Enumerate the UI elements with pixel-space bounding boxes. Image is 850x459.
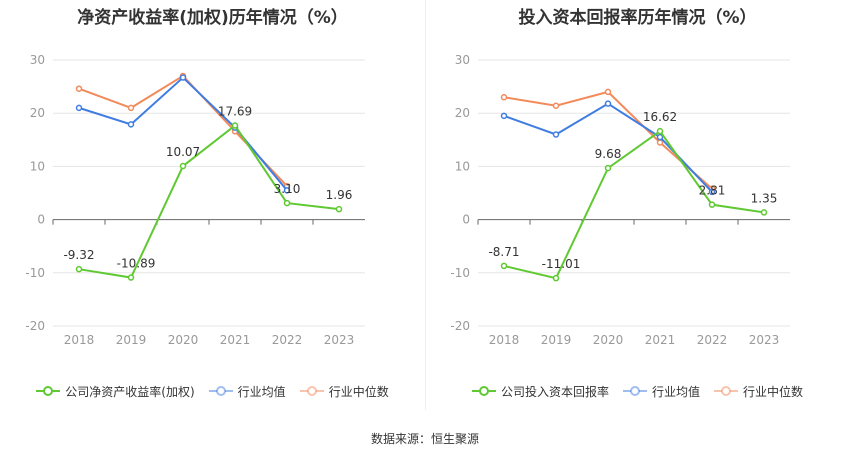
data-point-avg[interactable] — [604, 100, 612, 107]
data-label: -11.01 — [542, 257, 581, 271]
roe-chart: 30 20 10 0 -10 -20 2018 2019 2020 2021 2022 2023 -9.… — [25, 53, 365, 347]
data-point-company[interactable] — [179, 162, 187, 170]
data-point-avg[interactable] — [179, 74, 187, 81]
x-tick-label: 2022 — [697, 333, 728, 347]
legend-line-marker-icon — [208, 386, 233, 396]
legend-line-marker-icon — [714, 386, 738, 396]
data-point-company[interactable] — [500, 262, 508, 270]
data-source-note: 数据来源：恒生聚源 — [370, 432, 479, 446]
data-label: -8.71 — [488, 245, 519, 259]
x-tick-label: 2022 — [272, 333, 303, 347]
data-point-median[interactable] — [552, 102, 560, 110]
x-tick-label: 2023 — [324, 333, 355, 347]
roic-chart: 30 20 10 0 -10 -20 2018 2019 2020 2021 2022 2023 -8.… — [450, 53, 790, 347]
series-line-avg — [78, 76, 288, 191]
legend-item-median[interactable]: 行业中位数 — [299, 383, 389, 400]
data-point-avg[interactable] — [552, 131, 560, 138]
legend-item-avg[interactable]: 行业均值 — [208, 383, 286, 400]
data-point-company[interactable] — [75, 265, 83, 273]
data-label: 3.10 — [274, 182, 301, 196]
series-line-company — [503, 129, 765, 280]
series-line-median — [78, 74, 288, 187]
x-tick-label: 2021 — [220, 333, 251, 347]
legend-label: 行业均值 — [651, 384, 700, 399]
y-tick-label: -20 — [450, 319, 470, 333]
legend-label: 公司投入资本回报率 — [500, 384, 609, 399]
data-point-avg[interactable] — [708, 188, 716, 196]
legend-label: 公司净资产收益率(加权) — [65, 384, 195, 399]
series-line-company — [78, 124, 340, 279]
y-tick-label: -20 — [25, 319, 45, 333]
x-tick-label: 2018 — [64, 333, 95, 347]
legend-line-marker-icon — [299, 386, 324, 396]
legend-item-company[interactable]: 公司净资产收益率(加权) — [36, 383, 195, 400]
legend-line-marker-icon — [471, 386, 496, 396]
y-tick-label: 20 — [455, 106, 470, 120]
data-point-company[interactable] — [231, 122, 239, 129]
y-tick-label: -10 — [25, 266, 45, 280]
data-point-avg[interactable] — [500, 112, 508, 120]
x-tick-label: 2020 — [593, 333, 624, 347]
legend-line-marker-icon — [622, 386, 647, 396]
data-point-company[interactable] — [760, 209, 768, 216]
chart-legend: 公司投入资本回报率 行业均值 行业中位数 — [425, 381, 850, 401]
roic-chart-panel: 投入资本回报率历年情况（%） 30 20 10 0 -10 -20 2018 2019 2020… — [425, 0, 850, 410]
y-tick-label: 0 — [462, 213, 470, 227]
panel-divider — [425, 0, 426, 410]
data-point-avg[interactable] — [127, 121, 135, 128]
x-tick-label: 2019 — [116, 333, 147, 347]
data-label: 2.81 — [699, 184, 726, 198]
legend-item-avg[interactable]: 行业均值 — [622, 383, 700, 400]
data-point-company[interactable] — [335, 205, 343, 213]
data-point-company[interactable] — [604, 164, 612, 172]
data-point-avg[interactable] — [283, 187, 291, 194]
legend-item-company[interactable]: 公司投入资本回报率 — [471, 383, 609, 400]
y-tick-label: 30 — [455, 53, 470, 67]
data-label: 1.96 — [326, 188, 353, 202]
legend-line-marker-icon — [36, 386, 61, 396]
data-point-company[interactable] — [283, 199, 291, 207]
x-tick-label: 2020 — [168, 333, 199, 347]
x-tick-label: 2019 — [541, 333, 572, 347]
data-point-median[interactable] — [127, 104, 135, 112]
y-tick-label: 10 — [455, 159, 470, 173]
data-point-avg[interactable] — [75, 104, 83, 112]
chart-title: 投入资本回报率历年情况（%） — [518, 8, 757, 28]
data-point-median[interactable] — [500, 93, 508, 101]
data-label: -9.32 — [63, 248, 94, 262]
data-point-company[interactable] — [708, 201, 716, 208]
roe-chart-panel: 净资产收益率(加权)历年情况（%） 30 20 10 0 -10 -20 2018 2019 2… — [0, 0, 425, 410]
x-tick-label: 2021 — [645, 333, 676, 347]
legend-label: 行业中位数 — [328, 384, 389, 399]
y-tick-label: 20 — [30, 106, 45, 120]
data-point-median[interactable] — [656, 139, 664, 146]
y-tick-label: 10 — [30, 159, 45, 173]
chart-legend: 公司净资产收益率(加权) 行业均值 行业中位数 — [0, 381, 425, 401]
data-point-median[interactable] — [604, 88, 612, 96]
chart-title: 净资产收益率(加权)历年情况（%） — [77, 8, 348, 28]
data-point-company[interactable] — [656, 127, 664, 135]
legend-item-median[interactable]: 行业中位数 — [714, 383, 803, 400]
data-point-median[interactable] — [75, 85, 83, 92]
legend-label: 行业中位数 — [743, 384, 804, 399]
data-label: 16.62 — [643, 110, 677, 124]
x-tick-label: 2018 — [489, 333, 520, 347]
y-tick-label: 0 — [37, 213, 45, 227]
data-label: 1.35 — [751, 191, 778, 205]
y-tick-label: 30 — [30, 53, 45, 67]
data-point-company[interactable] — [127, 274, 135, 281]
data-point-avg[interactable] — [656, 133, 664, 141]
data-label: 9.68 — [595, 147, 622, 161]
y-tick-label: -10 — [450, 266, 470, 280]
data-point-company[interactable] — [552, 274, 560, 282]
legend-label: 行业均值 — [237, 384, 286, 399]
data-label: 17.69 — [218, 104, 252, 118]
data-label: -10.89 — [117, 257, 156, 271]
x-tick-label: 2023 — [749, 333, 780, 347]
data-label: 10.07 — [166, 145, 200, 159]
